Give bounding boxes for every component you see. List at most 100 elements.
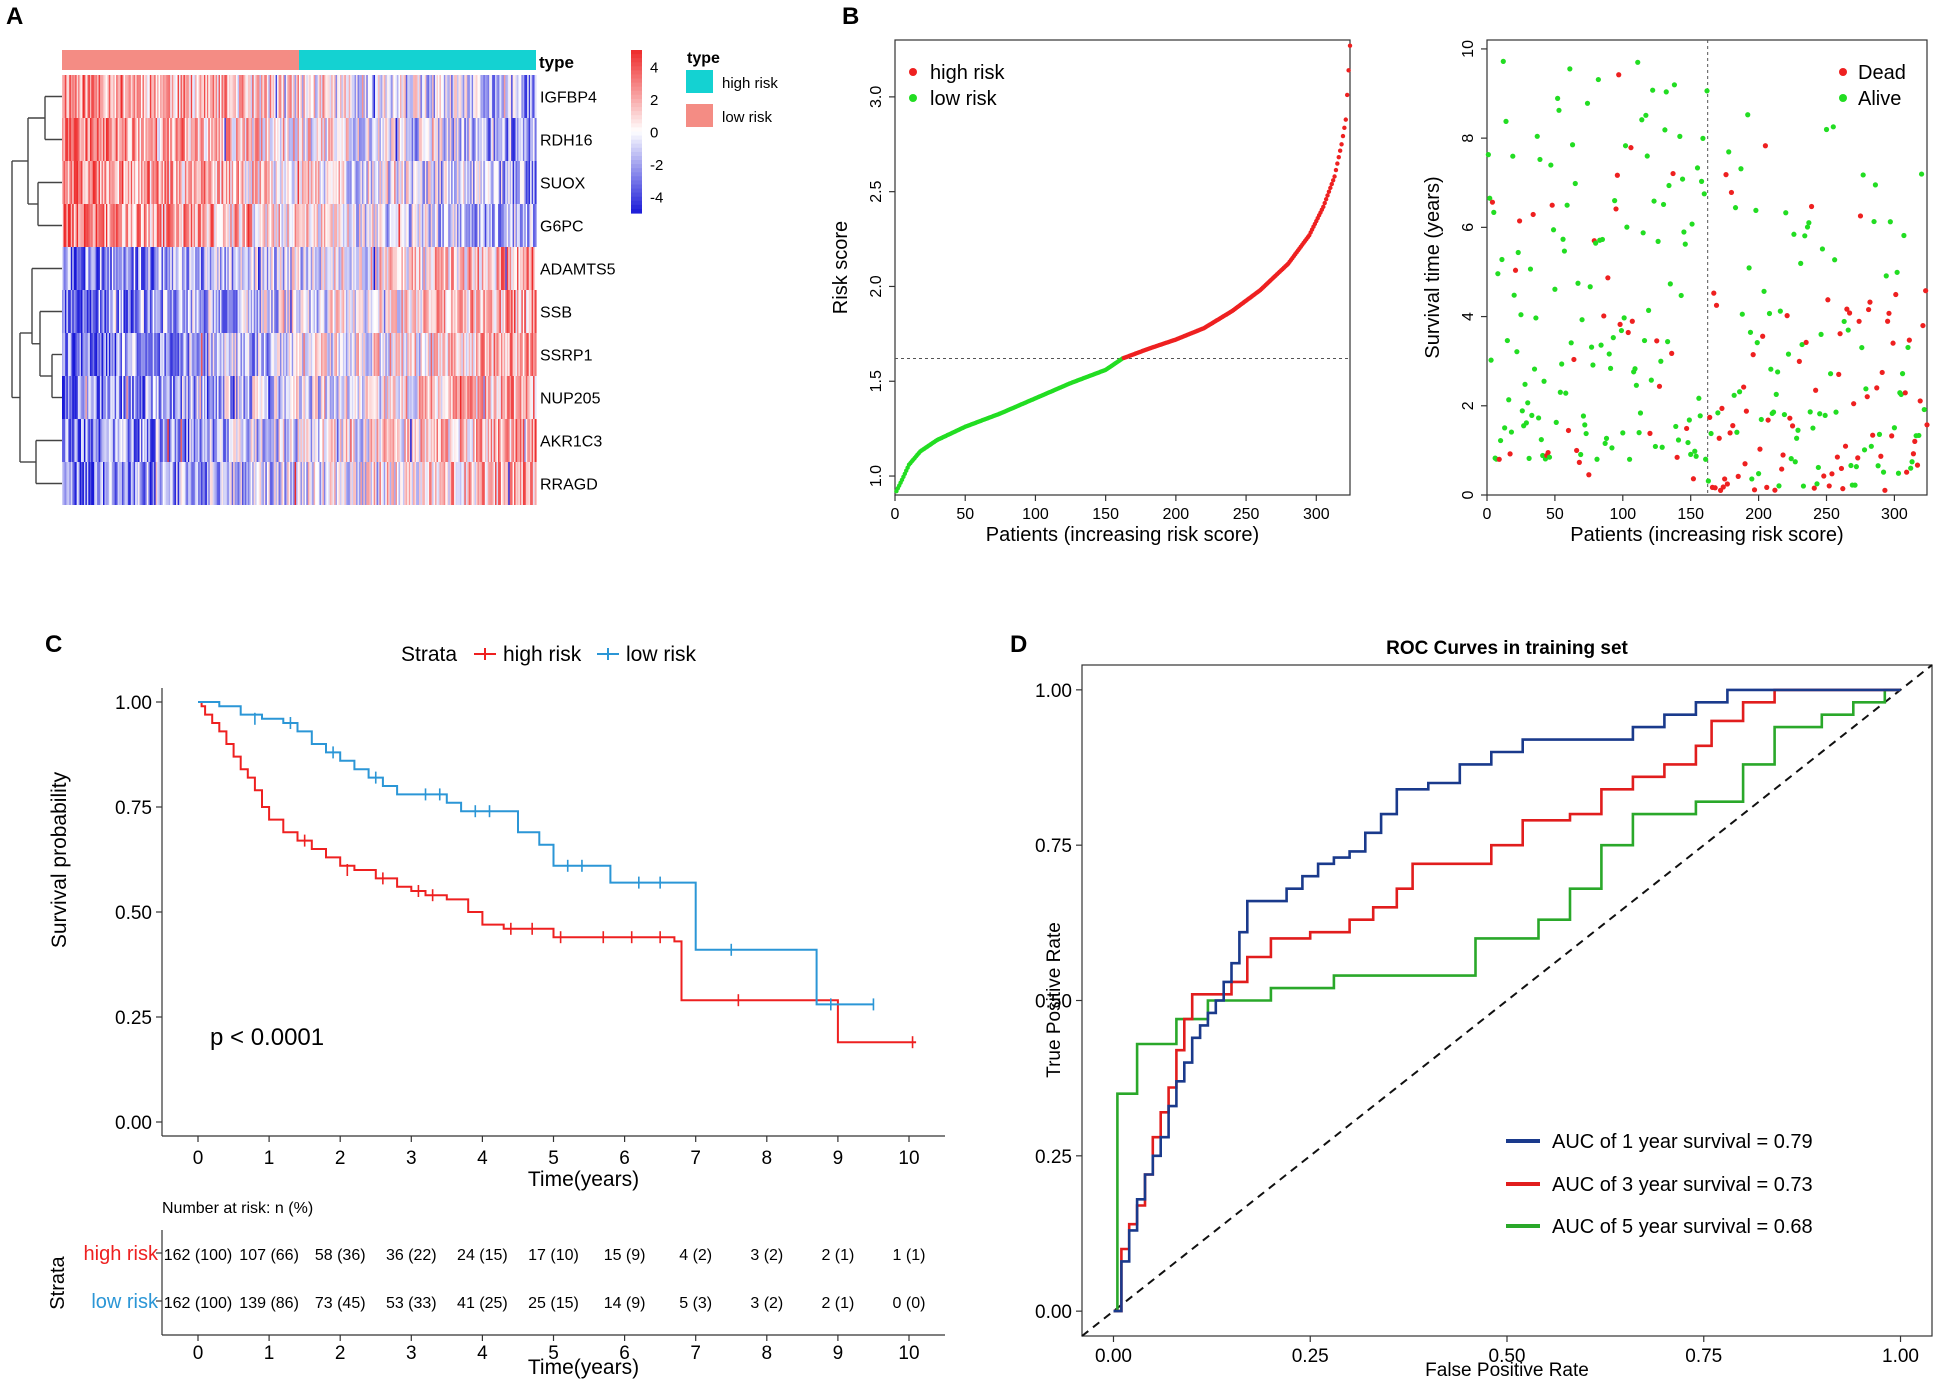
risk-table-row-label: low risk [91, 1291, 159, 1313]
heatmap-cell [76, 419, 79, 462]
point-alive [1830, 124, 1836, 130]
heatmap-cell [126, 118, 129, 161]
heatmap-cell [443, 333, 446, 376]
heatmap-cell [132, 419, 135, 462]
heatmap-cell [320, 419, 323, 462]
heatmap-cell [288, 333, 291, 376]
heatmap-cell [231, 118, 234, 161]
heatmap-cell [338, 462, 341, 505]
heatmap-cell [322, 75, 325, 118]
heatmap-cell [196, 118, 199, 161]
heatmap-cell [382, 118, 385, 161]
heatmap-cell [88, 161, 91, 204]
heatmap-cell [307, 204, 310, 247]
heatmap-cell [404, 118, 407, 161]
heatmap-cell [274, 290, 277, 333]
heatmap-cell [424, 118, 427, 161]
heatmap-cell [249, 118, 252, 161]
point-dead [1857, 213, 1864, 219]
heatmap-cell [474, 75, 477, 118]
heatmap-cell [285, 247, 288, 290]
heatmap-cell [116, 204, 119, 247]
heatmap-cell [72, 161, 75, 204]
heatmap-cell [62, 161, 65, 204]
heatmap-cell [83, 333, 86, 376]
heatmap-cell [478, 376, 481, 419]
point-dead [1902, 390, 1908, 396]
heatmap-cell [277, 290, 280, 333]
heatmap-cell [133, 290, 136, 333]
heatmap-cell [468, 247, 471, 290]
heatmap-cell [303, 204, 306, 247]
heatmap-cell [524, 290, 527, 333]
heatmap-cell [515, 161, 518, 204]
heatmap-cell [414, 204, 417, 247]
heatmap-cell [291, 75, 294, 118]
heatmap-cell [100, 376, 103, 419]
point-alive [1883, 273, 1889, 279]
heatmap-cell [82, 118, 85, 161]
heatmap-cell [130, 161, 133, 204]
heatmap-cell [81, 333, 84, 376]
heatmap-cell [88, 290, 91, 333]
heatmap-cell [354, 290, 357, 333]
risk-table-x-tick-label: 5 [548, 1343, 559, 1364]
heatmap-cell [208, 118, 211, 161]
colorbar-segment [631, 143, 642, 149]
heatmap-cell [224, 462, 227, 505]
heatmap-cell [492, 204, 495, 247]
heatmap-cell [233, 204, 236, 247]
heatmap-cell [162, 75, 165, 118]
heatmap-cell [383, 290, 386, 333]
heatmap-cell [64, 75, 67, 118]
heatmap-cell [187, 333, 190, 376]
heatmap-cell [176, 247, 179, 290]
heatmap-cell [420, 75, 423, 118]
heatmap-cell [483, 462, 486, 505]
heatmap-cell [530, 290, 533, 333]
point-alive [1696, 395, 1702, 401]
heatmap-cell [357, 290, 360, 333]
x-tick-label: 0 [193, 1148, 204, 1169]
heatmap-cell [341, 290, 344, 333]
heatmap-cell [527, 161, 530, 204]
heatmap-cell [228, 161, 231, 204]
heatmap-cell [217, 247, 220, 290]
heatmap-cell [168, 118, 171, 161]
heatmap-cell [407, 462, 410, 505]
point-dead [1545, 449, 1551, 456]
heatmap-cell [443, 75, 446, 118]
heatmap-cell [116, 419, 119, 462]
heatmap-cell [239, 161, 242, 204]
heatmap-cell [480, 419, 483, 462]
heatmap-cell [477, 161, 480, 204]
heatmap-cell [215, 462, 218, 505]
heatmap-cell [145, 419, 148, 462]
heatmap-cell [291, 290, 294, 333]
heatmap-cell [225, 419, 228, 462]
heatmap-cell [411, 204, 414, 247]
heatmap-cell [255, 376, 258, 419]
heatmap-cell [98, 290, 101, 333]
heatmap-cell [382, 247, 385, 290]
point-dead [1741, 384, 1747, 390]
heatmap-cell [493, 247, 496, 290]
heatmap-cell [306, 419, 309, 462]
heatmap-cell [301, 419, 304, 462]
heatmap-cell [167, 204, 170, 247]
heatmap-cell [161, 75, 164, 118]
point-high-risk [1326, 189, 1332, 194]
heatmap-cell [81, 419, 84, 462]
heatmap-cell [155, 247, 158, 290]
heatmap-cell [332, 118, 335, 161]
heatmap-cell [492, 247, 495, 290]
heatmap-cell [443, 204, 446, 247]
heatmap-cell [81, 247, 84, 290]
heatmap-cell [250, 419, 253, 462]
heatmap-cell [268, 247, 271, 290]
heatmap-cell [322, 161, 325, 204]
heatmap-cell [85, 204, 88, 247]
heatmap-cell [250, 462, 253, 505]
heatmap-cell [222, 161, 225, 204]
